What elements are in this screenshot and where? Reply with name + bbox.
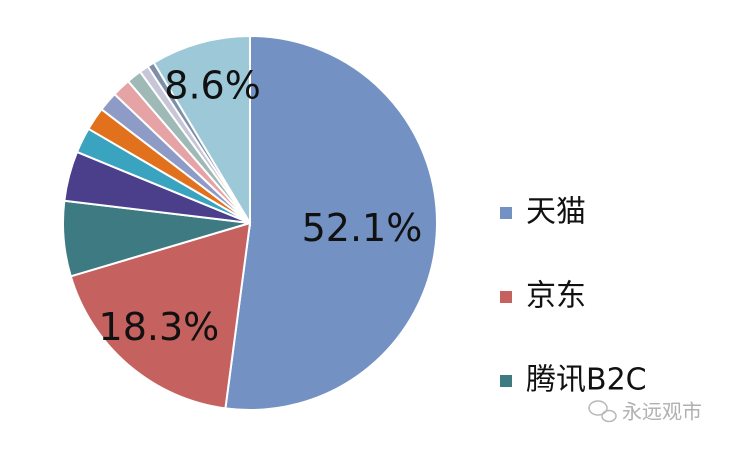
- watermark-icon: [588, 400, 617, 423]
- data-label: 18.3%: [99, 305, 220, 349]
- legend-label: 天猫: [526, 195, 586, 230]
- legend-label: 京东: [526, 279, 586, 314]
- watermark: 永远观市: [622, 400, 702, 424]
- pie-slice: [152, 34, 251, 227]
- data-label: 8.6%: [164, 63, 261, 107]
- pie-slice: [224, 34, 438, 411]
- legend-label: 腾讯B2C: [526, 363, 647, 398]
- legend-swatch: [500, 375, 512, 387]
- legend-swatch: [500, 291, 512, 303]
- pie-slice: [69, 221, 252, 410]
- legend-swatch: [500, 207, 512, 219]
- data-label: 52.1%: [302, 206, 423, 250]
